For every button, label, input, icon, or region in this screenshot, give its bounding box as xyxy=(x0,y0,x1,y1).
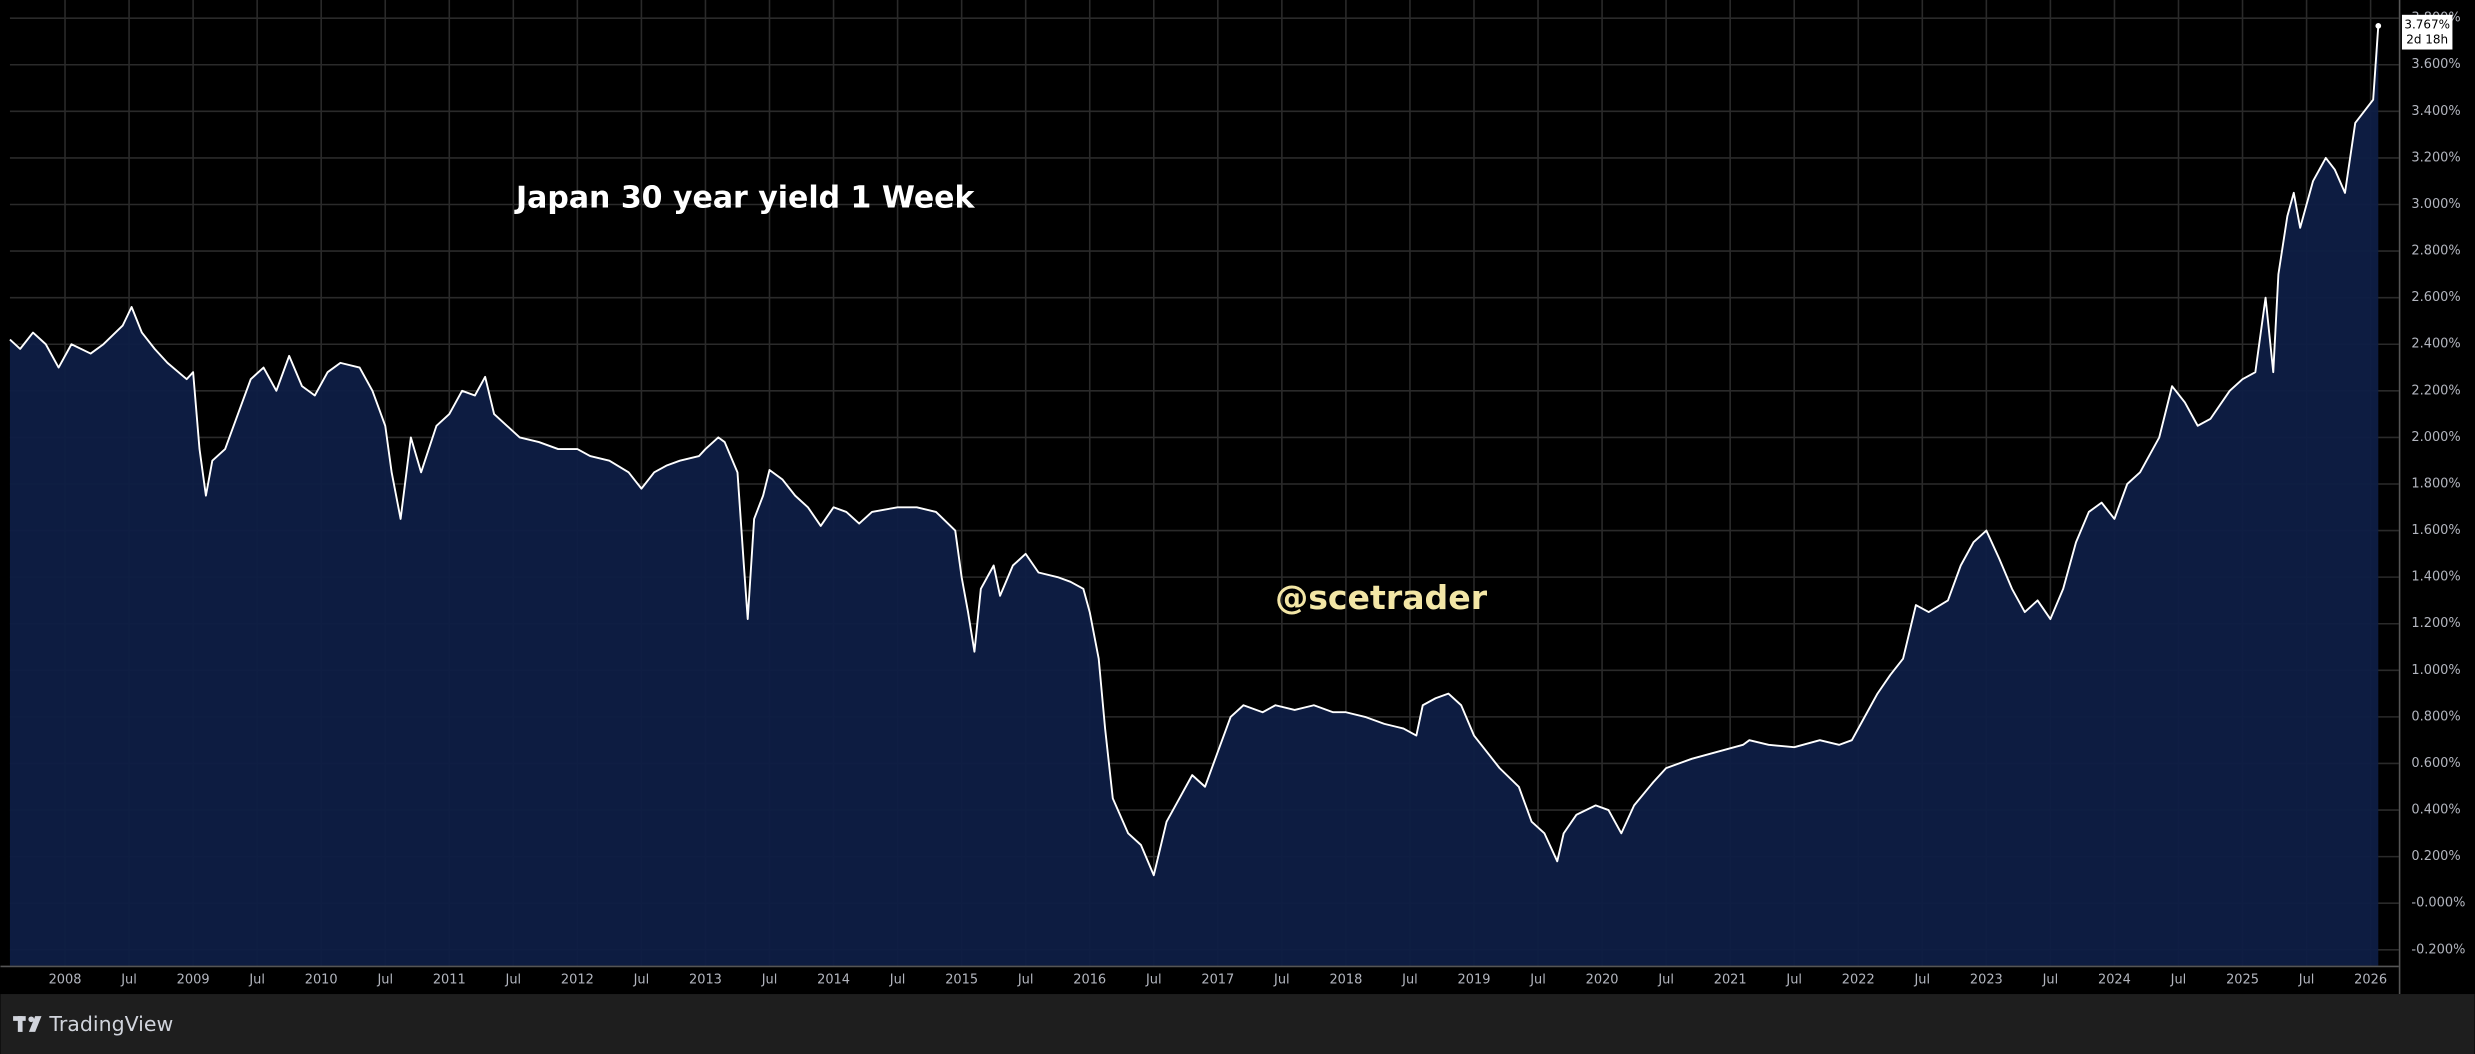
area-fill xyxy=(9,25,2379,966)
x-tick-label: Jul xyxy=(1273,972,1290,987)
x-tick-label: 2013 xyxy=(689,972,722,987)
x-tick-label: Jul xyxy=(761,972,778,987)
chart-title: Japan 30 year yield 1 Week xyxy=(514,180,975,215)
y-tick-label: 1.200% xyxy=(2411,616,2460,631)
y-tick-label: 3.000% xyxy=(2411,197,2460,212)
x-tick-label: Jul xyxy=(1657,972,1674,987)
y-tick-label: 3.400% xyxy=(2411,104,2460,119)
x-tick-label: 2008 xyxy=(49,972,82,987)
x-tick-label: 2020 xyxy=(1586,972,1619,987)
x-tick-label: 2026 xyxy=(2354,972,2387,987)
x-tick-label: 2012 xyxy=(561,972,594,987)
y-tick-label: 3.600% xyxy=(2411,57,2460,72)
x-tick-label: Jul xyxy=(505,972,522,987)
x-tick-label: Jul xyxy=(1017,972,1034,987)
x-tick-label: 2022 xyxy=(1842,972,1875,987)
x-tick-label: 2018 xyxy=(1329,972,1362,987)
x-tick-label: Jul xyxy=(1145,972,1162,987)
y-tick-label: -0.000% xyxy=(2411,896,2465,911)
logo-part xyxy=(17,1016,23,1032)
footer-bar xyxy=(0,994,2475,1054)
y-tick-label: 0.400% xyxy=(2411,803,2460,818)
watermark: @scetrader xyxy=(1275,578,1488,617)
x-tick-label: Jul xyxy=(633,972,650,987)
last-value-badge xyxy=(2401,14,2453,50)
x-tick-label: 2014 xyxy=(817,972,850,987)
y-tick-label: 1.600% xyxy=(2411,523,2460,538)
y-tick-label: 2.600% xyxy=(2411,290,2460,305)
x-tick-label: Jul xyxy=(1914,972,1931,987)
y-tick-label: 2.800% xyxy=(2411,244,2460,259)
x-tick-label: 2011 xyxy=(433,972,466,987)
y-tick-label: 2.200% xyxy=(2411,383,2460,398)
x-tick-label: Jul xyxy=(2170,972,2187,987)
y-tick-label: 1.800% xyxy=(2411,476,2460,491)
x-tick-label: Jul xyxy=(248,972,265,987)
x-tick-label: 2015 xyxy=(945,972,978,987)
y-tick-label: 0.800% xyxy=(2411,709,2460,724)
x-tick-label: 2025 xyxy=(2226,972,2259,987)
y-tick-label: -0.200% xyxy=(2411,942,2465,957)
x-tick-label: Jul xyxy=(1785,972,1802,987)
logo-part xyxy=(28,1016,42,1032)
line xyxy=(9,25,2380,877)
y-tick-label: 3.200% xyxy=(2411,150,2460,165)
x-tick-label: 2010 xyxy=(305,972,338,987)
y-tick-label: 1.400% xyxy=(2411,570,2460,585)
y-tick-label: 2.400% xyxy=(2411,337,2460,352)
countdown-label: 2d 18h xyxy=(2406,33,2448,47)
brand-name[interactable]: TradingView xyxy=(48,1012,173,1036)
y-tick-label: 0.200% xyxy=(2411,849,2460,864)
x-tick-label: Jul xyxy=(2042,972,2059,987)
brand-logo xyxy=(13,1016,42,1032)
logo-part xyxy=(28,1016,35,1023)
x-tick-label: 2024 xyxy=(2098,972,2131,987)
last-point xyxy=(2375,23,2382,29)
x-tick-label: Jul xyxy=(2298,972,2315,987)
axis-labels: -0.200% -0.000% 0.200% 0.400% 0.600% 0.800% 1.… xyxy=(49,11,2466,988)
y-tick-label: 0.600% xyxy=(2411,756,2460,771)
x-tick-label: Jul xyxy=(376,972,393,987)
x-tick-label: Jul xyxy=(1529,972,1546,987)
x-tick-label: 2023 xyxy=(1970,972,2003,987)
plot xyxy=(9,23,2382,966)
x-tick-label: Jul xyxy=(1401,972,1418,987)
x-tick-label: Jul xyxy=(889,972,906,987)
x-tick-label: 2016 xyxy=(1073,972,1106,987)
last-value-label: 3.767% xyxy=(2404,18,2450,32)
y-tick-label: 1.000% xyxy=(2411,663,2460,678)
x-tick-label: 2021 xyxy=(1714,972,1747,987)
x-tick-label: 2009 xyxy=(177,972,210,987)
x-tick-label: 2017 xyxy=(1201,972,1234,987)
x-tick-label: Jul xyxy=(120,972,137,987)
y-tick-label: 2.000% xyxy=(2411,430,2460,445)
x-tick-label: 2019 xyxy=(1458,972,1491,987)
